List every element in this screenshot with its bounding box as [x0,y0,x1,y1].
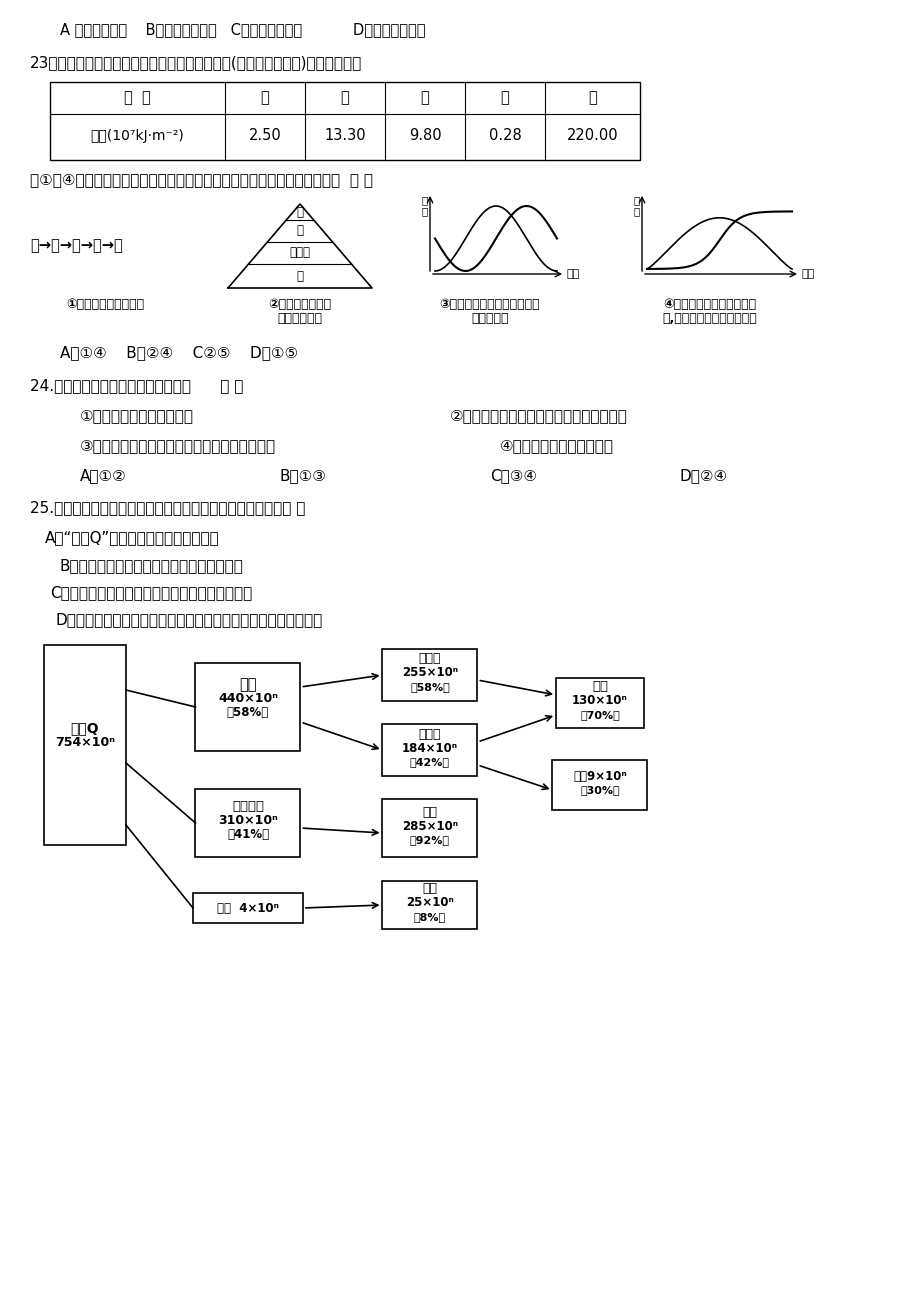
Text: ②碳元素只能以光合伙用方式进入生物群落: ②碳元素只能以光合伙用方式进入生物群落 [449,408,627,423]
Text: 秘灵: 秘灵 [422,883,437,896]
Text: 时间: 时间 [801,270,814,279]
Text: 754×10ⁿ: 754×10ⁿ [55,736,115,749]
Text: 13.30: 13.30 [323,129,366,143]
Text: 树木: 树木 [239,677,256,693]
Text: 林枝落叶: 林枝落叶 [232,801,264,814]
Text: B．该松林中消费者占有的总能量的比例很小: B．该松林中消费者占有的总能量的比例很小 [60,559,244,573]
Text: 丁: 丁 [296,206,303,219]
Text: ①全过程在生物群落中进行: ①全过程在生物群落中进行 [80,408,194,423]
Bar [555,678,643,728]
Text: 戊: 戊 [587,91,596,105]
Text: C．③④: C．③④ [490,467,537,483]
Text: 184×10ⁿ: 184×10ⁿ [402,742,458,754]
Bar [44,644,126,845]
Text: 0.28: 0.28 [488,129,521,143]
Text: D．该松林的抗御力稳定性比较低，容易导致单一虫害的爆发流行: D．该松林的抗御力稳定性比较低，容易导致单一虫害的爆发流行 [56,612,323,628]
Text: 数
量: 数 量 [421,195,427,216]
Text: 220.00: 220.00 [566,129,618,143]
Text: 金字塔示意图: 金字塔示意图 [278,312,323,326]
Text: ④该生态系统中除去甲和丁: ④该生态系统中除去甲和丁 [663,298,755,311]
Text: 丙: 丙 [420,91,429,105]
Text: 后,乙与丙可能的关系示意图: 后,乙与丙可能的关系示意图 [662,312,756,326]
Text: （30%）: （30%） [580,785,619,796]
Text: A．①②: A．①② [80,467,127,483]
Text: 树栃9×10ⁿ: 树栃9×10ⁿ [573,769,626,783]
Bar [196,789,301,857]
Text: ①该生态系统的食物链: ①该生态系统的食物链 [66,298,144,311]
Text: D．②④: D．②④ [679,467,727,483]
Text: 乙、丙: 乙、丙 [289,246,311,259]
Text: A．“能量Q”指生产者固定的太阳能总量: A．“能量Q”指生产者固定的太阳能总量 [45,530,220,546]
Text: 数
量: 数 量 [633,195,640,216]
Text: A．①④    B．②④    C②⑤    D．①⑤: A．①④ B．②④ C②⑤ D．①⑤ [60,345,298,359]
Text: 能量(10⁷kJ·m⁻²): 能量(10⁷kJ·m⁻²) [91,129,184,143]
Text: 丁: 丁 [500,91,509,105]
Bar [552,760,647,810]
Text: ②生态系统的能量: ②生态系统的能量 [268,298,331,311]
Bar [50,82,640,160]
Text: （42%）: （42%） [410,756,449,767]
Text: 440×10ⁿ: 440×10ⁿ [218,693,278,706]
Text: 255×10ⁿ: 255×10ⁿ [402,667,458,680]
Text: 25×10ⁿ: 25×10ⁿ [405,897,453,910]
Text: 甲: 甲 [296,224,303,237]
Polygon shape [228,204,371,288]
Bar [193,893,302,923]
Text: （41%）: （41%） [227,828,268,841]
Text: 图①～④是根据该表数据作出的某些分析，其中不能与表中数据相符合的是  （ ）: 图①～④是根据该表数据作出的某些分析，其中不能与表中数据相符合的是 （ ） [30,172,372,187]
Text: 木材: 木材 [591,681,607,694]
Text: （8%）: （8%） [414,911,446,922]
Text: B．①③: B．①③ [279,467,326,483]
Text: 能量Q: 能量Q [71,721,99,736]
Text: 分解: 分解 [422,806,437,819]
Text: 23、下表是一种相对封闭的生态系统中五个种群(存在着营养关系)的能量调查：: 23、下表是一种相对封闭的生态系统中五个种群(存在着营养关系)的能量调查： [30,55,362,70]
Text: ③生物群落的碳元素通过呼吸作用回归无机环境: ③生物群落的碳元素通过呼吸作用回归无机环境 [80,437,276,453]
Text: 24.下列有关碳循环的论述中对的的是      （ ）: 24.下列有关碳循环的论述中对的的是 （ ） [30,378,244,393]
Text: 2.50: 2.50 [248,129,281,143]
Text: 未伐树: 未伐树 [418,652,441,665]
Text: 种  群: 种 群 [124,91,151,105]
Text: 甲: 甲 [260,91,269,105]
Bar [196,663,301,751]
Bar [382,648,477,700]
Text: （58%）: （58%） [410,682,449,691]
Text: （70%）: （70%） [580,710,619,720]
Text: （92%）: （92%） [410,835,449,845]
Text: 310×10ⁿ: 310×10ⁿ [218,815,278,828]
Text: ③该生态系统中乙与丙可能的: ③该生态系统中乙与丙可能的 [439,298,539,311]
Bar [382,881,477,930]
Text: 戊→乙→丙→甲→丁: 戊→乙→丙→甲→丁 [30,238,122,253]
Text: 砍伐树: 砍伐树 [418,728,441,741]
Text: 285×10ⁿ: 285×10ⁿ [402,819,458,832]
Bar [382,724,477,776]
Text: C．人工松林的营养构造简朴，恢复力稳定性较高: C．人工松林的营养构造简朴，恢复力稳定性较高 [50,585,252,600]
Text: 乙: 乙 [340,91,349,105]
Text: 关系示意图: 关系示意图 [471,312,508,326]
Bar [382,799,477,857]
Text: A 直接使用价值    B．间接使用价值   C．潜在使用价值           D．经济使用价值: A 直接使用价值 B．间接使用价值 C．潜在使用价值 D．经济使用价值 [60,22,425,36]
Text: 9.80: 9.80 [408,129,441,143]
Text: 动物  4×10ⁿ: 动物 4×10ⁿ [217,901,278,914]
Text: 戊: 戊 [296,270,303,283]
Text: 130×10ⁿ: 130×10ⁿ [572,694,628,707]
Text: （58%）: （58%） [227,707,269,720]
Text: 时间: 时间 [566,270,580,279]
Text: 25.下图为某人工松林间的能量流动状况，有关说法错误的是（ ）: 25.下图为某人工松林间的能量流动状况，有关说法错误的是（ ） [30,500,305,516]
Text: ④随着着能量的变化而变化: ④随着着能量的变化而变化 [499,437,613,453]
